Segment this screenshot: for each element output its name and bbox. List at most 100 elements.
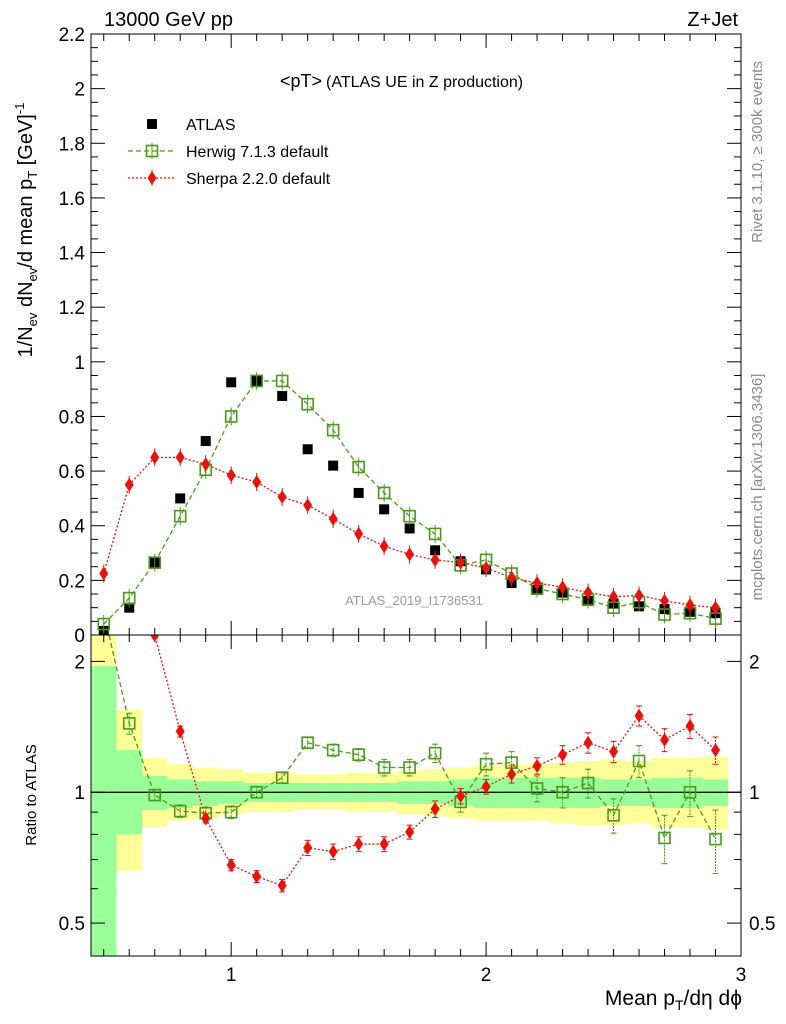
ratio-data-point [430,802,440,817]
data-point [224,410,238,423]
main-y-tick-label: 1.6 [59,189,85,210]
ratio-data-point [456,789,466,804]
data-point [403,509,416,523]
ratio-data-point [125,463,134,477]
data-point [173,509,187,523]
main-y-tick-label: 0 [74,626,85,647]
ratio-y-tick-label-right: 1 [749,783,760,804]
ratio-uncertainty-bands [91,635,729,956]
main-y-tick-label: 1.8 [59,134,85,155]
ratio-data-point [122,717,136,730]
data-point [481,561,491,576]
ratio-panel: 0.5 0.5 1 1 2 2 1 2 3 Ratio to ATLAS Mean pT/dη … [23,274,775,1013]
ratio-data-point [379,837,389,852]
ratio-data-point [99,274,108,288]
data-point [379,504,390,515]
ratio-data-point [173,804,187,818]
x-axis-label: Mean pT/dη dϕ [605,987,742,1013]
data-point [97,617,111,631]
header-left: 13000 GeV pp [104,9,233,31]
ratio-y-tick-label: 2 [74,652,85,673]
ratio-data-point [148,788,162,802]
watermark: ATLAS_2019_I1736531 [345,593,483,608]
ratio-data-point [607,808,620,822]
ratio-data-point [252,869,262,884]
data-point [252,475,262,490]
ratio-data-point [303,840,313,855]
ratio-data-point [428,746,442,760]
main-y-tick-label: 1.2 [59,298,85,319]
data-point [303,498,313,513]
uncertainty-band-bin [192,781,219,806]
header-right: Z+Jet [687,9,738,31]
ratio-data-point [377,761,391,774]
data-point [379,539,389,554]
data-point [122,591,136,605]
data-point [428,527,442,541]
side-label-rivet: Rivet 3.1.10, ≥ 300k events [749,61,766,243]
data-point [354,526,364,541]
ratio-data-point [660,732,670,747]
ratio-data-point [201,811,211,826]
ratio-data-point [481,779,491,794]
data-point [532,576,542,591]
data-point [404,523,415,534]
data-point [352,460,365,474]
data-point [277,490,287,505]
main-y-tick-label: 1.4 [59,244,86,265]
ratio-plot-area [99,274,722,893]
ratio-data-point [634,708,644,723]
ratio-data-point [711,743,721,758]
x-tick-label: 2 [481,965,492,986]
main-y-tick-label: 2 [74,80,85,101]
ratio-data-point [530,782,544,795]
data-point [201,457,211,472]
ratio-data-point [632,754,646,768]
ratio-data-point [326,743,340,757]
data-point [583,585,593,600]
data-point [124,602,135,613]
data-point [301,397,314,411]
data-point [328,511,338,526]
ratio-data-point [301,736,314,750]
ratio-data-point [328,844,338,859]
data-point [405,547,415,562]
ratio-data-point [685,719,695,734]
ratio-data-point [609,744,619,759]
data-point [148,556,162,569]
data-point [124,477,134,492]
ratio-data-point [250,785,263,799]
ratio-y-tick-label: 1 [74,783,85,804]
main-y-tick-label: 0.6 [59,462,85,483]
legend-label: Herwig 7.1.3 default [186,144,329,161]
data-point [328,460,339,471]
data-point [302,444,313,455]
data-point [634,588,644,603]
main-y-tick-label: 2.2 [59,25,85,46]
legend-label: ATLAS [186,117,236,134]
ratio-y-tick-label-right: 2 [749,652,760,673]
ratio-axis-ticks: 0.5 0.5 1 1 2 2 1 2 3 [59,635,775,986]
uncertainty-band-bin [167,779,193,808]
data-point [507,570,517,585]
ratio-data-point [405,825,415,840]
data-point [175,493,186,504]
main-subtitle: (ATLAS UE in Z production) [326,74,523,91]
legend-marker [147,119,157,129]
ratio-data-point [507,767,517,782]
data-point [377,486,391,500]
data-point [250,374,263,388]
data-point [99,566,109,581]
ratio-data-point [683,785,697,799]
data-point [711,600,721,615]
ratio-data-point [224,805,238,819]
ratio-data-point [175,724,185,739]
data-point [609,589,619,604]
legend-label: Sherpa 2.2.0 default [186,171,331,188]
ratio-data-point [558,747,568,762]
ratio-data-point [581,776,595,790]
data-point [150,450,160,465]
legend: ATLAS Herwig 7.1.3 default Sherpa 2.2.0 de… [128,117,331,188]
ratio-data-point [354,837,364,852]
main-title: <pT> [280,71,322,91]
